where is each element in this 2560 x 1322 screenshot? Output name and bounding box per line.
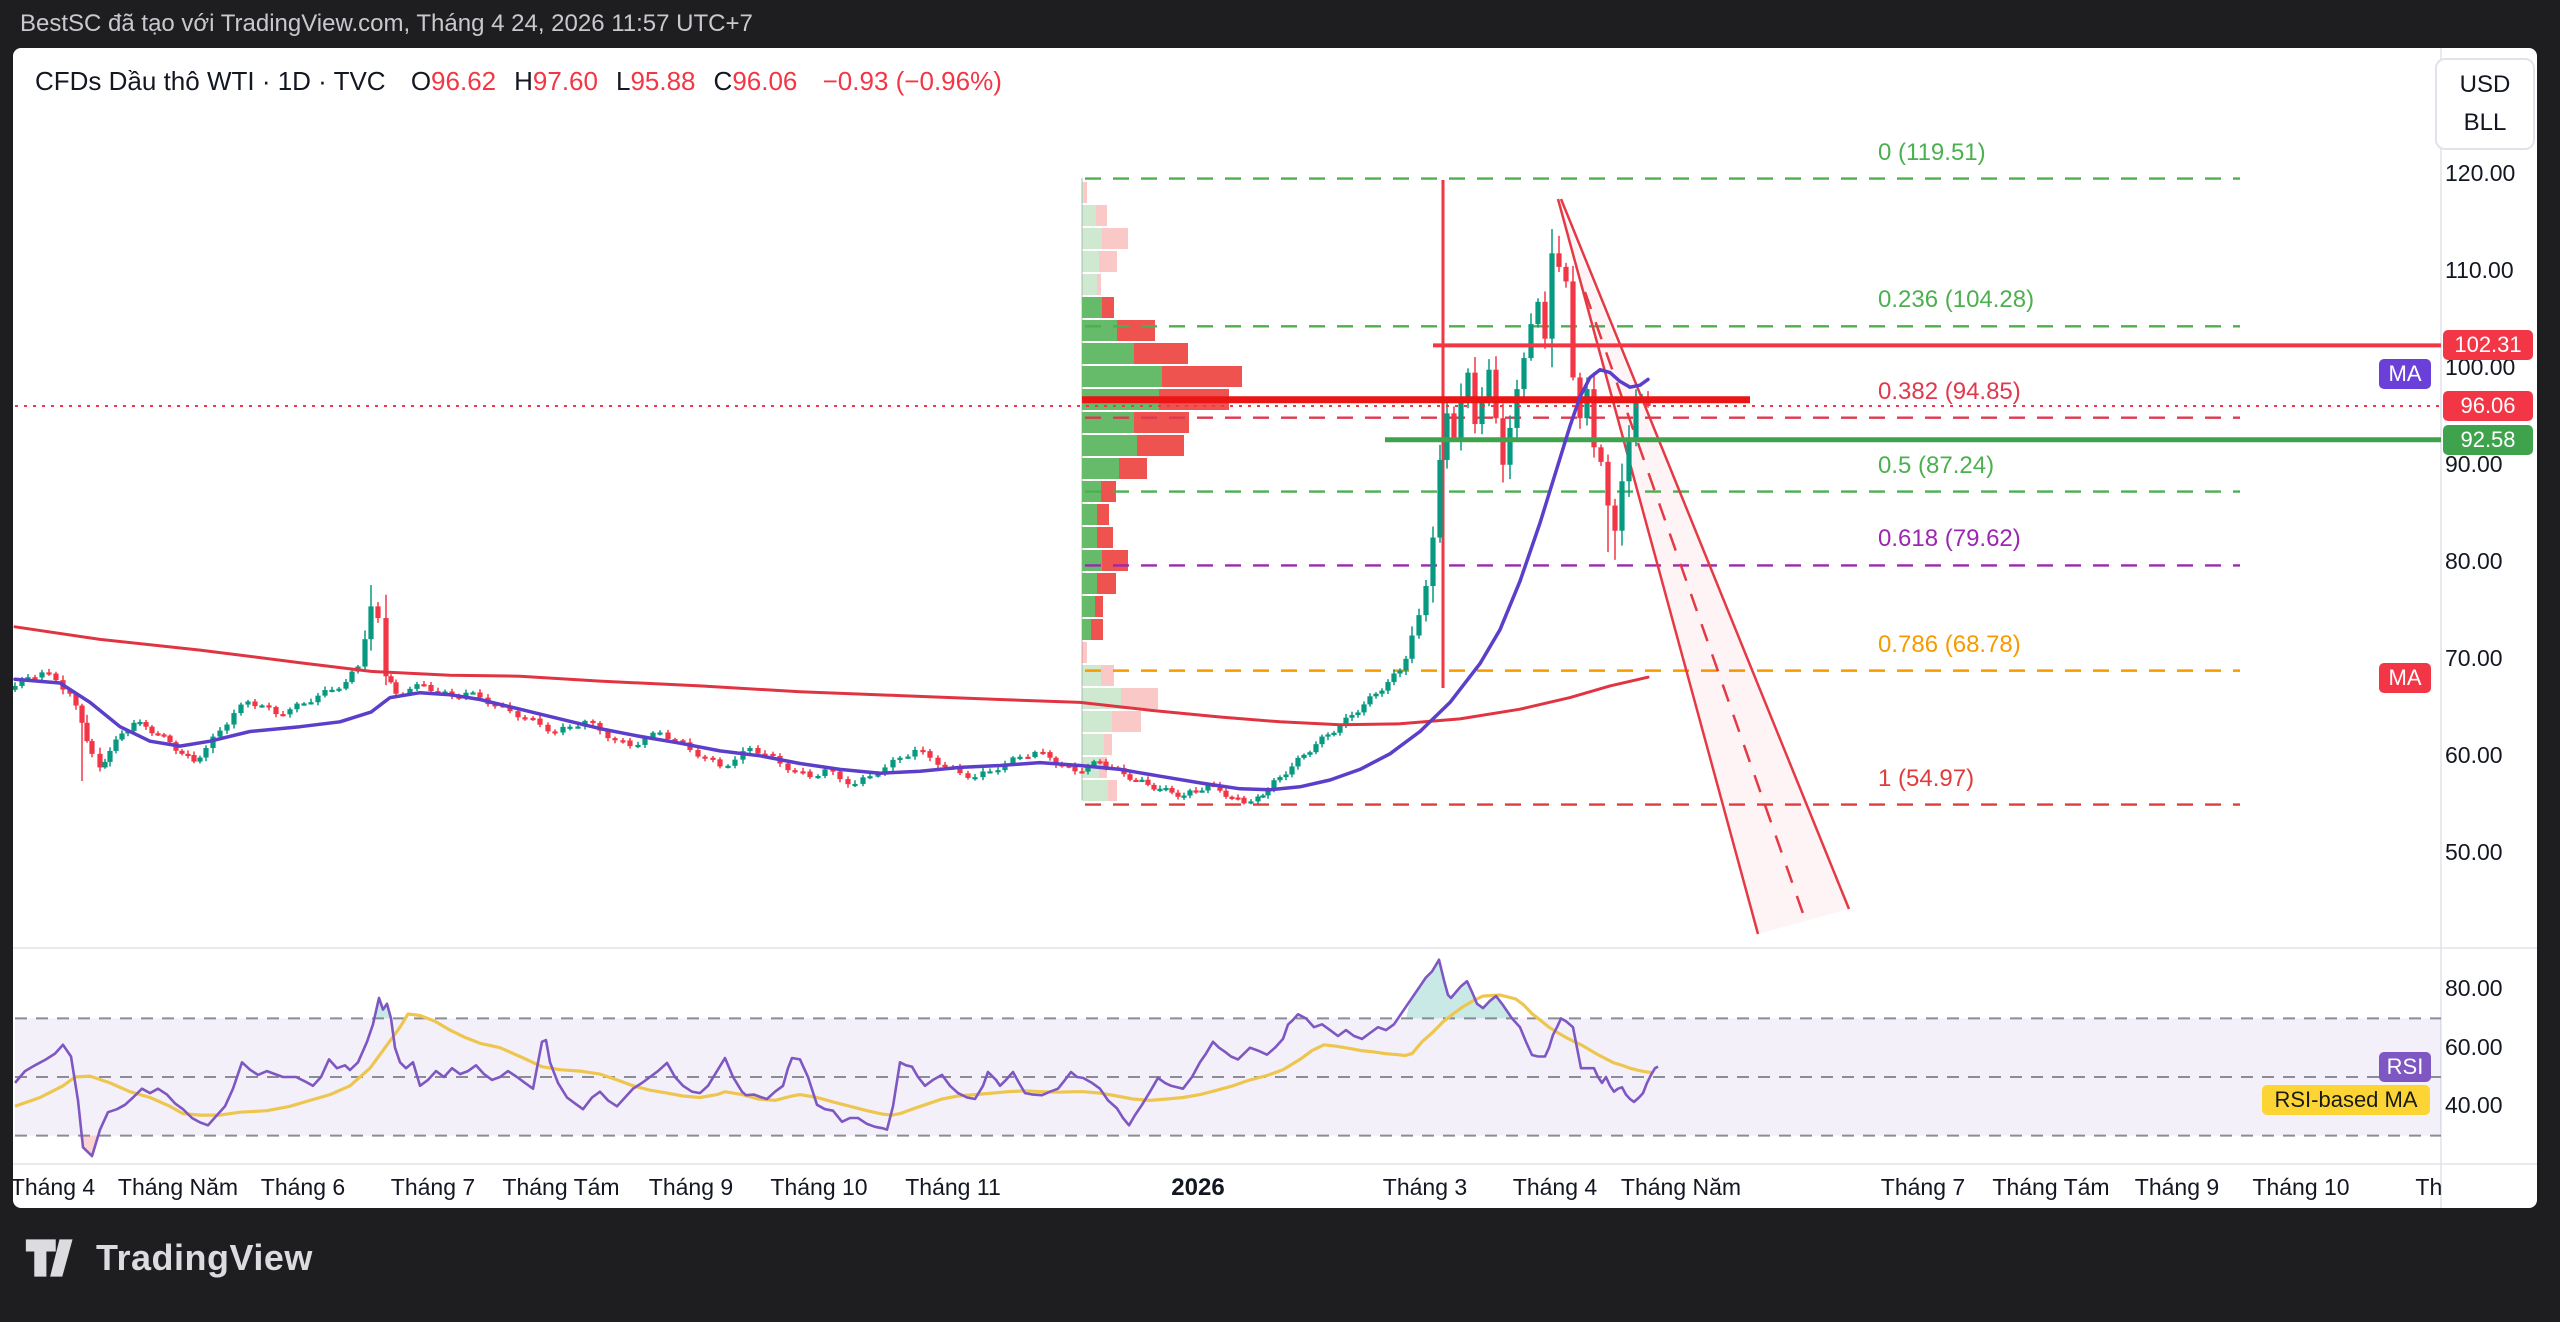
- price-axis-label: 60.00: [2445, 1034, 2503, 1060]
- month-label[interactable]: Tháng 6: [260, 1174, 346, 1200]
- month-label[interactable]: Tháng 3: [1382, 1174, 1468, 1200]
- month-label[interactable]: Tháng 11: [905, 1174, 1001, 1200]
- month-label[interactable]: Tháng 7: [390, 1174, 476, 1200]
- ohlc-value: 96.06: [732, 66, 798, 96]
- symbol-header: CFDs Dầu thô WTI · 1D · TVC O96.62 H97.60…: [35, 66, 1002, 97]
- fib-level-label: 0.382 (94.85): [1878, 377, 2021, 405]
- bottom-bar: TradingView: [0, 1208, 2560, 1322]
- chart-plot-area[interactable]: [13, 48, 2537, 1208]
- ohlc-values: O96.62 H97.60 L95.88 C96.06: [393, 66, 798, 96]
- tradingview-logo[interactable]: TradingView: [24, 1236, 313, 1280]
- tradingview-logo-icon: [25, 1239, 73, 1277]
- price-axis-label: 60.00: [2445, 742, 2503, 768]
- month-label[interactable]: Tháng 9: [648, 1174, 734, 1200]
- price-axis-label: 40.00: [2445, 1092, 2503, 1118]
- month-label[interactable]: Tháng: [2415, 1174, 2441, 1200]
- price-axis-label: 90.00: [2445, 451, 2503, 477]
- month-label[interactable]: Tháng 4: [13, 1174, 96, 1200]
- chart-card: CFDs Dầu thô WTI · 1D · TVC O96.62 H97.60…: [13, 48, 2537, 1208]
- currency-label: USD: [2459, 71, 2511, 98]
- change-value: −0.93 (−0.96%): [822, 66, 1002, 96]
- ma-purple-label: MA: [2379, 359, 2431, 389]
- rsi-ma-value-label: RSI-based MA: [2262, 1085, 2430, 1115]
- fib-level-label: 0.236 (104.28): [1878, 286, 2035, 314]
- month-label[interactable]: Tháng 7: [1880, 1174, 1966, 1200]
- price-axis-label: 120.00: [2445, 160, 2516, 186]
- price-line-102-label: 102.31: [2443, 330, 2533, 360]
- price-axis-label: 80.00: [2445, 975, 2503, 1001]
- month-label[interactable]: Tháng 4: [1512, 1174, 1598, 1200]
- ohlc-key: C: [713, 66, 733, 96]
- ma-red-label: MA: [2379, 663, 2431, 693]
- ohlc-key: O: [410, 66, 432, 96]
- month-label[interactable]: Tháng 9: [2134, 1174, 2220, 1200]
- month-label[interactable]: Tháng Năm: [1620, 1174, 1742, 1200]
- ohlc-value: 96.62: [431, 66, 497, 96]
- attribution-bar: BestSC đã tạo với TradingView.com, Tháng…: [0, 0, 2560, 48]
- price-axis-label: 70.00: [2445, 645, 2503, 671]
- ohlc-value: 95.88: [630, 66, 696, 96]
- time-axis[interactable]: Tháng 4 Tháng Năm Tháng 6 Tháng 7 Tháng Tám T…: [13, 1164, 2441, 1208]
- rsi-value-label: RSI: [2379, 1052, 2431, 1082]
- fib-level-label: 0.618 (79.62): [1878, 525, 2021, 553]
- support-line-label: 92.58: [2443, 425, 2533, 455]
- fib-level-label: 0 (119.51): [1878, 138, 1986, 166]
- last-price-label: 96.06: [2443, 391, 2533, 421]
- fib-level-label: 1 (54.97): [1878, 764, 1975, 792]
- fib-level-label: 0.786 (68.78): [1878, 630, 2021, 658]
- price-axis-label: 50.00: [2445, 839, 2503, 865]
- month-label[interactable]: Tháng Năm: [117, 1174, 239, 1200]
- symbol-title[interactable]: CFDs Dầu thô WTI · 1D · TVC: [35, 66, 386, 96]
- year-label[interactable]: 2026: [1171, 1174, 1225, 1201]
- fib-level-label: 0.5 (87.24): [1878, 451, 1995, 479]
- month-label[interactable]: Tháng 10: [770, 1174, 868, 1200]
- month-label[interactable]: Tháng Tám: [1992, 1174, 2110, 1200]
- ohlc-key: H: [514, 66, 533, 96]
- currency-unit-box: USD BLL: [2435, 58, 2535, 150]
- unit-label: BLL: [2463, 109, 2507, 136]
- price-axis-label: 110.00: [2445, 257, 2514, 283]
- month-label[interactable]: Tháng Tám: [502, 1174, 620, 1200]
- tradingview-logo-text: TradingView: [96, 1237, 313, 1278]
- ohlc-value: 97.60: [532, 66, 598, 96]
- attribution-text: BestSC đã tạo với TradingView.com, Tháng…: [20, 10, 753, 37]
- price-axis-label: 80.00: [2445, 548, 2503, 574]
- month-label[interactable]: Tháng 10: [2252, 1174, 2350, 1200]
- ohlc-key: L: [615, 66, 631, 96]
